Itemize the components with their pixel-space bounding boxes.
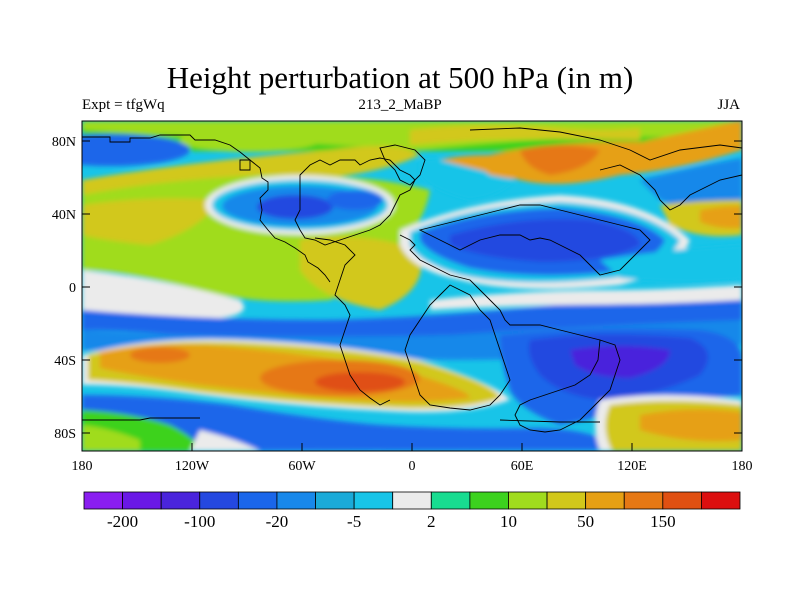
y-tick-80n: 80N: [52, 135, 76, 150]
experiment-label: Expt = tfgWq: [82, 97, 165, 113]
run-id-label: 213_2_MaBP: [358, 97, 442, 113]
y-tick-80s: 80S: [54, 427, 76, 442]
colorbar-label: 50: [577, 512, 594, 531]
y-tick-40n: 40N: [52, 208, 76, 223]
colorbar-swatch: [353, 491, 394, 510]
contour-field: [82, 121, 742, 451]
colorbar-swatch: [315, 491, 355, 510]
colorbar-label: 2: [427, 512, 436, 531]
colorbar-label: -20: [266, 512, 289, 531]
colorbar-label: 10: [500, 512, 517, 531]
x-tick-120w: 120W: [175, 459, 210, 474]
x-tick-180w: 180: [72, 459, 93, 474]
colorbar-swatch: [122, 491, 162, 510]
colorbar-swatch: [662, 491, 702, 510]
colorbar-swatch: [701, 491, 741, 510]
colorbar-swatch: [83, 491, 123, 510]
colorbar-swatch: [546, 491, 587, 510]
x-tick-60w: 60W: [288, 459, 316, 474]
colorbar-swatch: [237, 491, 278, 510]
x-axis-ticks: [81, 443, 743, 451]
colorbar-swatch: [623, 491, 664, 510]
colorbar-label: -200: [107, 512, 138, 531]
colorbar-label: -100: [184, 512, 215, 531]
x-tick-0: 0: [409, 459, 416, 474]
x-tick-120e: 120E: [617, 459, 647, 474]
colorbar-swatch: [430, 491, 471, 510]
y-tick-40s: 40S: [54, 354, 76, 369]
map-title: Height perturbation at 500 hPa (in m): [166, 60, 634, 95]
season-label: JJA: [717, 97, 740, 113]
colorbar-labels: -200 -100 -20 -5 2 10 50 150: [107, 512, 676, 531]
colorbar-swatch: [508, 491, 548, 510]
x-tick-180e: 180: [732, 459, 753, 474]
colorbar-swatch: [392, 491, 432, 510]
colorbar-swatch: [469, 491, 509, 510]
colorbar-swatch: [199, 491, 239, 510]
colorbar-swatch: [160, 491, 201, 510]
y-axis-ticks: [82, 140, 742, 434]
coastlines: [82, 127, 742, 433]
colorbar: [83, 491, 741, 510]
colorbar-swatch: [276, 491, 316, 510]
colorbar-label: 150: [650, 512, 676, 531]
x-tick-60e: 60E: [511, 459, 534, 474]
y-tick-0: 0: [69, 281, 76, 296]
colorbar-label: -5: [347, 512, 361, 531]
colorbar-swatch: [585, 491, 625, 510]
